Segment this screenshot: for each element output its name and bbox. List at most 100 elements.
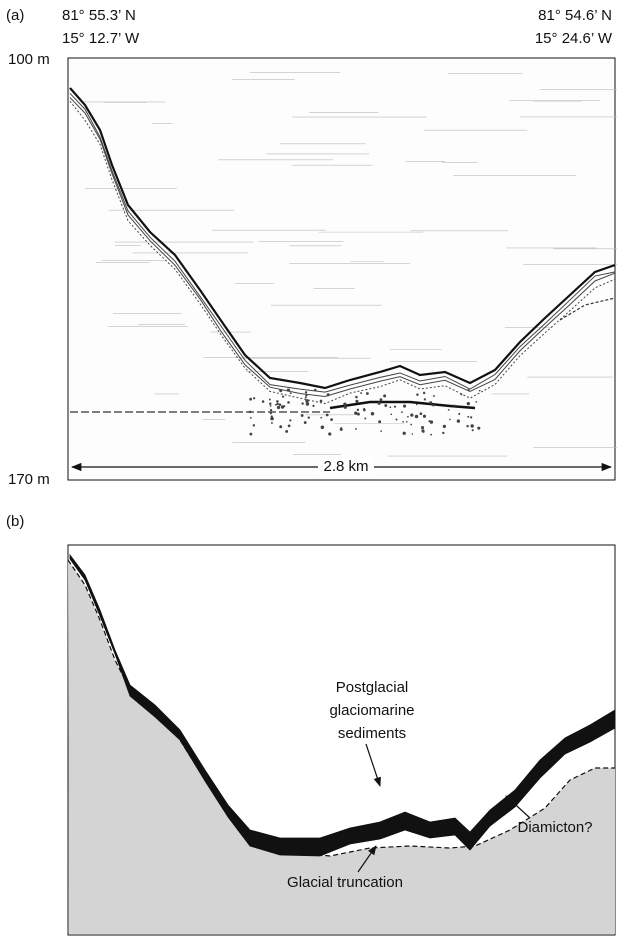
scatter-speck bbox=[307, 416, 310, 419]
scatter-speck bbox=[421, 429, 425, 433]
scatter-speck bbox=[301, 402, 304, 405]
seafloor-fill bbox=[68, 560, 615, 934]
scatter-speck bbox=[279, 425, 283, 429]
scatter-speck bbox=[285, 429, 289, 433]
scatter-speck bbox=[432, 404, 435, 407]
scatter-speck bbox=[289, 392, 292, 395]
interpretation bbox=[67, 553, 616, 934]
scatter-speck bbox=[289, 419, 292, 422]
scatter-speck bbox=[401, 411, 403, 414]
scatter-speck bbox=[380, 430, 382, 432]
echogram bbox=[69, 72, 617, 457]
scatter-speck bbox=[449, 418, 451, 421]
scatter-speck bbox=[364, 417, 367, 420]
scatter-speck bbox=[283, 405, 286, 408]
scatter-speck bbox=[356, 412, 360, 416]
scatter-speck bbox=[415, 403, 418, 406]
scatter-speck bbox=[356, 408, 360, 412]
truncation-label: Glacial truncation bbox=[287, 874, 403, 891]
scatter-speck bbox=[305, 394, 308, 397]
end-lat: 81° 54.6’ N bbox=[538, 7, 612, 24]
scatter-speck bbox=[287, 401, 290, 404]
scatter-speck bbox=[370, 412, 375, 416]
start-lon: 15° 12.7’ W bbox=[62, 30, 140, 47]
scatter-speck bbox=[305, 399, 309, 403]
scatter-speck bbox=[423, 398, 427, 401]
scatter-speck bbox=[456, 419, 461, 423]
scatter-speck bbox=[383, 394, 387, 398]
scatter-speck bbox=[286, 388, 291, 392]
scatter-speck bbox=[466, 424, 469, 428]
scatter-speck bbox=[453, 404, 456, 407]
scatter-speck bbox=[403, 404, 407, 408]
scatter-speck bbox=[270, 411, 273, 414]
scatter-speck bbox=[354, 428, 357, 430]
label-bg bbox=[318, 458, 374, 476]
annotation-arrow bbox=[365, 743, 381, 787]
sediment-layer bbox=[69, 553, 616, 857]
scatter-speck bbox=[355, 395, 358, 399]
scatter-speck bbox=[405, 421, 408, 423]
scatter-speck bbox=[269, 408, 273, 412]
scatter-speck bbox=[314, 388, 317, 392]
scatter-speck bbox=[442, 424, 446, 428]
distance-label: 2.8 km bbox=[323, 458, 368, 475]
scatter-speck bbox=[261, 400, 265, 403]
scatter-speck bbox=[466, 401, 471, 406]
panel-label: (a) bbox=[6, 7, 24, 24]
echogram-frame bbox=[67, 57, 616, 481]
scatter-speck bbox=[249, 416, 252, 419]
reflector bbox=[69, 97, 616, 398]
scatter-speck bbox=[395, 418, 398, 421]
scatter-speck bbox=[475, 401, 478, 403]
scatter-speck bbox=[420, 426, 425, 430]
scatter-speck bbox=[458, 412, 461, 415]
scatter-speck bbox=[478, 389, 481, 392]
scatter-speck bbox=[410, 413, 414, 417]
scatter-speck bbox=[467, 388, 470, 392]
scatter-speck bbox=[411, 433, 414, 435]
scatter-speck bbox=[460, 393, 463, 396]
start-lat: 81° 55.3’ N bbox=[62, 7, 136, 24]
scatter-speck bbox=[393, 405, 397, 408]
scatter-speck bbox=[430, 433, 433, 436]
scatter-speck bbox=[377, 401, 381, 405]
sediment-label: sediments bbox=[338, 725, 406, 742]
scatter-speck bbox=[362, 408, 366, 412]
scatter-speck bbox=[416, 393, 419, 396]
scatter-speck bbox=[252, 424, 256, 427]
scatter-speck bbox=[360, 392, 363, 394]
scatter-speck bbox=[419, 412, 423, 416]
scatter-speck bbox=[287, 424, 291, 428]
scatter-speck bbox=[390, 413, 393, 416]
scatter-speck bbox=[355, 399, 359, 403]
scatter-speck bbox=[410, 423, 413, 426]
scatter-speck bbox=[312, 404, 315, 407]
scatter-speck bbox=[249, 397, 253, 401]
reflector bbox=[69, 92, 616, 393]
sediment-label: Postglacial bbox=[336, 679, 409, 696]
reflector bbox=[69, 100, 616, 405]
scatter-speck bbox=[269, 404, 272, 407]
scatter-speck bbox=[467, 415, 470, 418]
panel-label: (b) bbox=[6, 513, 24, 530]
scatter-speck bbox=[379, 398, 383, 402]
scatter-speck bbox=[477, 426, 481, 430]
scatter-speck bbox=[328, 432, 332, 436]
scatter-speck bbox=[354, 411, 358, 415]
scatter-speck bbox=[422, 414, 427, 418]
scatter-speck bbox=[325, 413, 329, 417]
scatter-speck bbox=[470, 424, 474, 428]
scatter-speck bbox=[268, 398, 271, 401]
scatter-speck bbox=[378, 420, 382, 424]
scatter-speck bbox=[319, 399, 323, 403]
annotation-arrow bbox=[357, 845, 377, 873]
scatter-speck bbox=[470, 416, 473, 419]
scatter-speck bbox=[253, 397, 256, 400]
scatter-speck bbox=[402, 431, 406, 435]
scatter-speck bbox=[339, 427, 343, 431]
scatter-speck bbox=[304, 396, 307, 399]
sediment-label: glaciomarine bbox=[329, 702, 414, 719]
scatter-speck bbox=[270, 422, 273, 424]
